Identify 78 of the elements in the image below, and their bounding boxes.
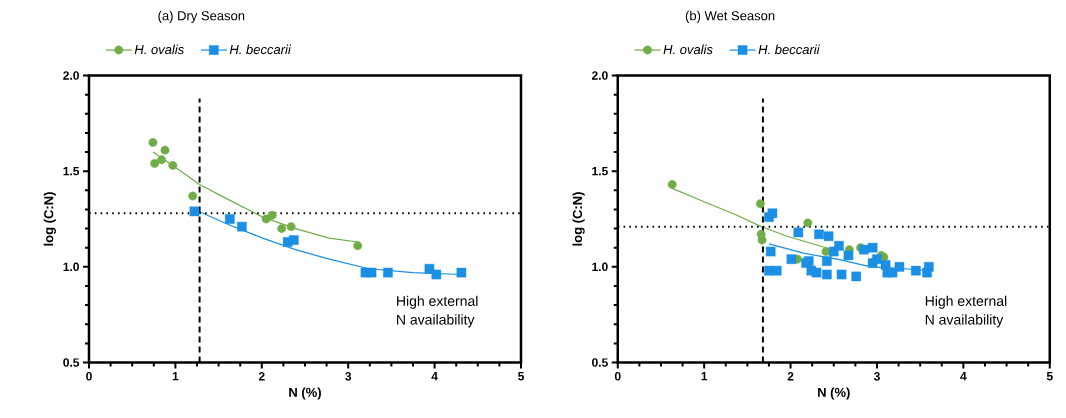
point <box>267 210 277 220</box>
y-axis-title: log (C:N) <box>572 192 585 246</box>
y-tick-label: 1.0 <box>63 262 79 272</box>
point <box>821 247 831 256</box>
point <box>383 267 393 278</box>
point <box>834 241 844 251</box>
point <box>767 208 778 219</box>
point <box>189 206 200 217</box>
y-tick-label: 1.5 <box>63 167 80 176</box>
annotation: High external <box>925 295 1007 309</box>
point <box>261 214 271 224</box>
x-tick-label: 1 <box>701 372 708 381</box>
point <box>188 191 198 201</box>
y-tick-label: 1.0 <box>592 262 608 272</box>
chart-title: (a) Dry Season <box>158 10 245 23</box>
point <box>851 271 862 282</box>
point <box>859 244 869 255</box>
point <box>924 262 934 272</box>
x-tick-label: 4 <box>960 372 967 381</box>
point <box>168 161 178 170</box>
point <box>366 267 377 278</box>
x-tick-label: 2 <box>787 372 794 381</box>
y-tick-label: 0.5 <box>592 358 608 367</box>
y-tick-label: 0.5 <box>63 358 80 367</box>
x-tick-label: 5 <box>1046 372 1053 381</box>
point <box>811 267 822 278</box>
point <box>822 256 832 266</box>
chart-title: (b) Wet Season <box>685 10 775 23</box>
point <box>911 265 921 276</box>
x-tick-label: 5 <box>518 372 524 381</box>
point <box>288 235 299 245</box>
x-tick-label: 2 <box>258 372 265 381</box>
y-tick-label: 1.5 <box>592 167 608 176</box>
point <box>667 180 677 189</box>
point <box>225 214 235 224</box>
y-axis-title: log (C:N) <box>43 192 56 246</box>
point <box>803 218 813 228</box>
point <box>814 229 824 240</box>
point <box>765 246 776 257</box>
x-tick-label: 3 <box>873 372 880 381</box>
annotation: N availability <box>397 314 475 328</box>
point <box>286 222 296 232</box>
y-tick-label: 2.0 <box>591 71 608 80</box>
annotation: High external <box>397 295 478 309</box>
point <box>237 221 247 232</box>
x-tick-label: 0 <box>614 372 621 381</box>
point <box>843 250 854 261</box>
point <box>771 265 782 276</box>
point <box>160 145 170 155</box>
x-axis-title: N (%) <box>818 387 850 400</box>
point <box>431 269 442 280</box>
x-tick-label: 4 <box>431 372 438 381</box>
x-tick-label: 0 <box>86 372 92 381</box>
point <box>456 267 467 278</box>
point <box>823 231 834 242</box>
point <box>755 199 765 209</box>
point <box>757 235 767 245</box>
point <box>157 155 166 165</box>
point <box>150 159 160 168</box>
point <box>867 242 878 253</box>
x-tick-label: 1 <box>172 372 179 381</box>
point <box>793 227 804 238</box>
legend-label: H. beccarii <box>229 44 292 55</box>
legend-label: H. beccarii <box>758 44 820 55</box>
point <box>353 241 363 251</box>
point <box>872 254 882 264</box>
x-axis-title: N (%) <box>289 387 321 400</box>
point <box>148 138 158 147</box>
point <box>836 269 847 280</box>
point <box>894 262 905 272</box>
point <box>786 254 797 264</box>
annotation: N availability <box>925 314 1004 328</box>
x-tick-label: 3 <box>345 372 352 381</box>
point <box>822 269 832 280</box>
point <box>277 224 287 233</box>
legend-label: H. ovalis <box>134 44 184 55</box>
y-tick-label: 2.0 <box>63 71 79 80</box>
legend-label: H. ovalis <box>663 44 713 55</box>
